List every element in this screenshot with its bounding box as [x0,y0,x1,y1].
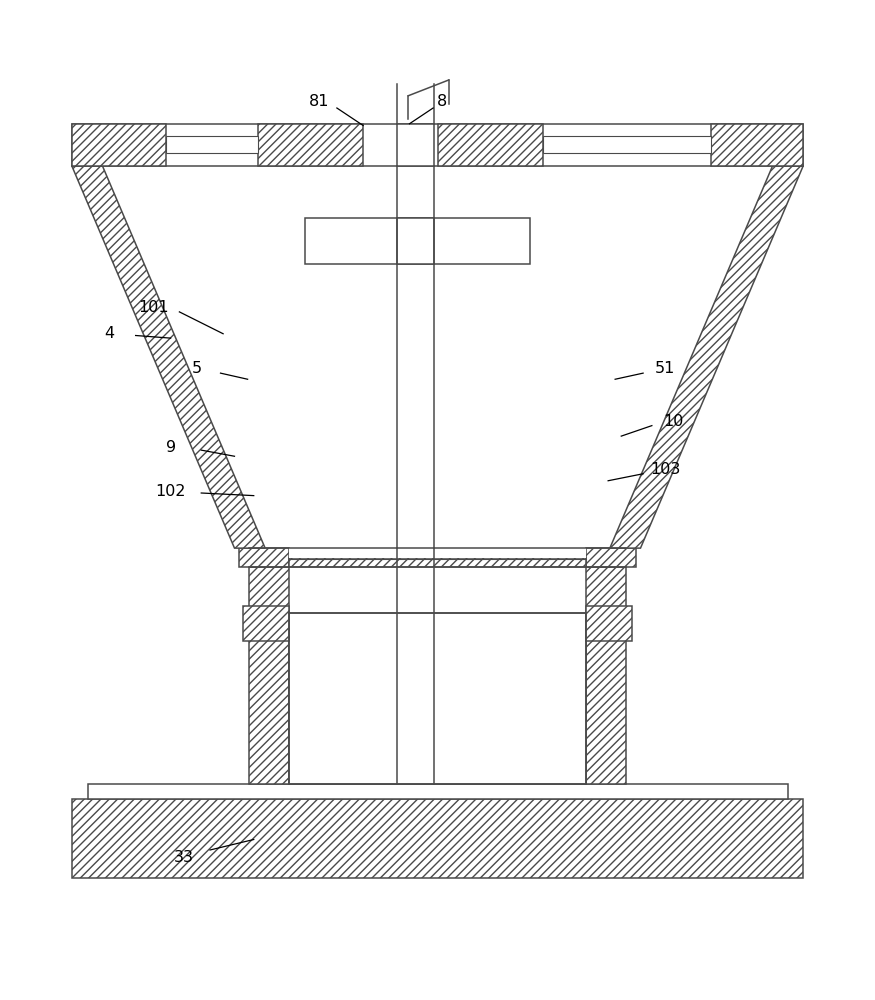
Bar [586,606,632,641]
Bar [289,613,586,784]
Bar [88,784,788,799]
Text: 5: 5 [192,361,202,376]
Text: 101: 101 [138,300,168,315]
Bar [72,124,803,166]
Bar [397,218,434,264]
Bar [438,124,542,166]
Bar [586,567,626,784]
Text: 81: 81 [309,94,330,109]
Text: 103: 103 [650,462,680,477]
Bar [258,124,363,166]
Bar [166,136,258,153]
Bar [304,218,530,264]
Bar [542,136,710,153]
Text: 33: 33 [174,850,193,864]
Bar [586,548,636,567]
Text: 4: 4 [104,326,115,341]
Polygon shape [72,166,265,548]
Bar [289,558,586,567]
Bar [397,124,434,166]
Polygon shape [610,166,803,548]
Bar [239,548,289,567]
Text: 51: 51 [654,361,676,376]
Text: 102: 102 [156,484,186,499]
Bar [289,548,586,558]
Text: 9: 9 [165,440,176,455]
Bar [243,606,289,641]
Bar [72,124,166,166]
Bar [710,124,803,166]
Text: 8: 8 [437,94,447,109]
Text: 10: 10 [663,414,684,429]
Bar [72,799,803,878]
Bar [249,567,289,784]
